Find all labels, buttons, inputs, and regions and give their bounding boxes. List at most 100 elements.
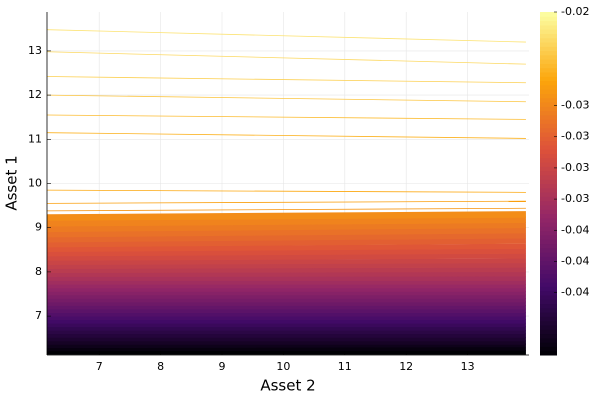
colorbar-cell [540, 119, 557, 124]
axes: 7 8 9 10 11 12 13 7 8 9 10 11 12 13 [28, 12, 529, 373]
y-tick-label: 7 [35, 309, 42, 322]
colorbar-cell [540, 337, 557, 343]
colorbar-cell [540, 243, 557, 249]
colorbar-cell [540, 329, 557, 335]
colorbar-tick-label: -0.03 [561, 99, 589, 112]
colorbar-cell [540, 102, 557, 107]
colorbar-cell [540, 89, 557, 94]
contour-line [47, 248, 526, 257]
colorbar-cell [540, 12, 557, 17]
colorbar-cell [540, 127, 557, 133]
colorbar-cell [540, 67, 557, 73]
colorbar-cell [540, 110, 557, 116]
grid [47, 12, 529, 355]
colorbar-cell [540, 170, 557, 176]
colorbar-cell [540, 316, 557, 322]
colorbar-cell [540, 247, 557, 253]
colorbar-cell [540, 260, 557, 266]
colorbar-cell [540, 59, 557, 64]
y-axis-label: Asset 1 [3, 155, 21, 210]
y-tick-label: 10 [28, 177, 42, 190]
contour-line [47, 132, 526, 139]
y-tick-label: 11 [28, 132, 42, 145]
x-tick-label: 9 [218, 360, 225, 373]
colorbar-cell [540, 42, 557, 47]
colorbar-cell [540, 132, 557, 137]
colorbar-cell [540, 157, 557, 163]
contour-line [47, 253, 526, 261]
contour-line [47, 29, 526, 43]
colorbar-cell [540, 256, 557, 262]
colorbar-cell [540, 80, 557, 86]
colorbar-cell [540, 183, 557, 189]
colorbar-cell [540, 114, 557, 120]
contour-line [47, 76, 526, 84]
colorbar-cell [540, 33, 557, 39]
colorbar-cell [540, 16, 557, 22]
colorbar-cell [540, 264, 557, 270]
colorbar-cell [540, 342, 557, 347]
colorbar-cell [540, 50, 557, 56]
colorbar-cell [540, 136, 557, 142]
colorbar-cell [540, 282, 557, 287]
colorbar-cell [540, 192, 557, 197]
x-tick-label: 7 [96, 360, 103, 373]
colorbar-tick-label: -0.03 [561, 130, 589, 143]
colorbar-tick-label: -0.02 [561, 5, 589, 18]
x-tick-label: 12 [399, 360, 413, 373]
colorbar-cell [540, 29, 557, 34]
colorbar-cell [540, 24, 557, 30]
colorbar-cell [540, 222, 557, 227]
colorbar-cell [540, 179, 557, 184]
colorbar-cell [540, 239, 557, 245]
colorbar-cell [540, 204, 557, 210]
x-axis-label: Asset 2 [260, 377, 315, 395]
colorbar-cell [540, 209, 557, 215]
colorbar-tick-label: -0.04 [561, 254, 589, 267]
contour-line [47, 343, 526, 349]
colorbar-cell [540, 46, 557, 52]
y-tick-label: 9 [35, 221, 42, 234]
colorbar-cell [540, 324, 557, 330]
colorbar-cell [540, 273, 557, 279]
colorbar-tick-label: -0.03 [561, 161, 589, 174]
colorbar-cell [540, 144, 557, 150]
colorbar-cell [540, 226, 557, 232]
contour-line [47, 94, 526, 103]
colorbar-cell [540, 106, 557, 112]
colorbar-cell [540, 140, 557, 146]
contour-line [47, 216, 526, 227]
x-tick-label: 8 [157, 360, 164, 373]
contour-line [47, 243, 526, 252]
colorbar-cell [540, 76, 557, 82]
colorbar-cell [540, 299, 557, 305]
colorbar-cell [540, 294, 557, 300]
x-tick-label: 13 [461, 360, 475, 373]
contour-line [47, 267, 526, 273]
contour-line [47, 232, 526, 243]
y-tick-label: 8 [35, 265, 42, 278]
contour-line [47, 221, 526, 233]
contour-line [47, 258, 526, 266]
colorbar-tick-label: -0.04 [561, 223, 589, 236]
contour-line [47, 262, 526, 269]
colorbar-cell [540, 84, 557, 90]
contour-line [47, 227, 526, 238]
colorbar-cell [540, 149, 557, 154]
plot-area [47, 29, 526, 355]
colorbar-cell [540, 63, 557, 69]
colorbar-cell [540, 20, 557, 26]
colorbar-cell [540, 93, 557, 99]
contour-line [47, 189, 526, 193]
colorbar-cell [540, 200, 557, 206]
colorbar-cell [540, 187, 557, 193]
colorbar-cell [540, 123, 557, 129]
colorbar-cell [540, 72, 557, 77]
colorbar-cell [540, 312, 557, 317]
colorbar-cell [540, 166, 557, 172]
colorbar-cell [540, 213, 557, 219]
colorbar-cell [540, 320, 557, 326]
colorbar-cell [540, 217, 557, 223]
colorbar-cell [540, 174, 557, 180]
contour-line [47, 51, 526, 65]
